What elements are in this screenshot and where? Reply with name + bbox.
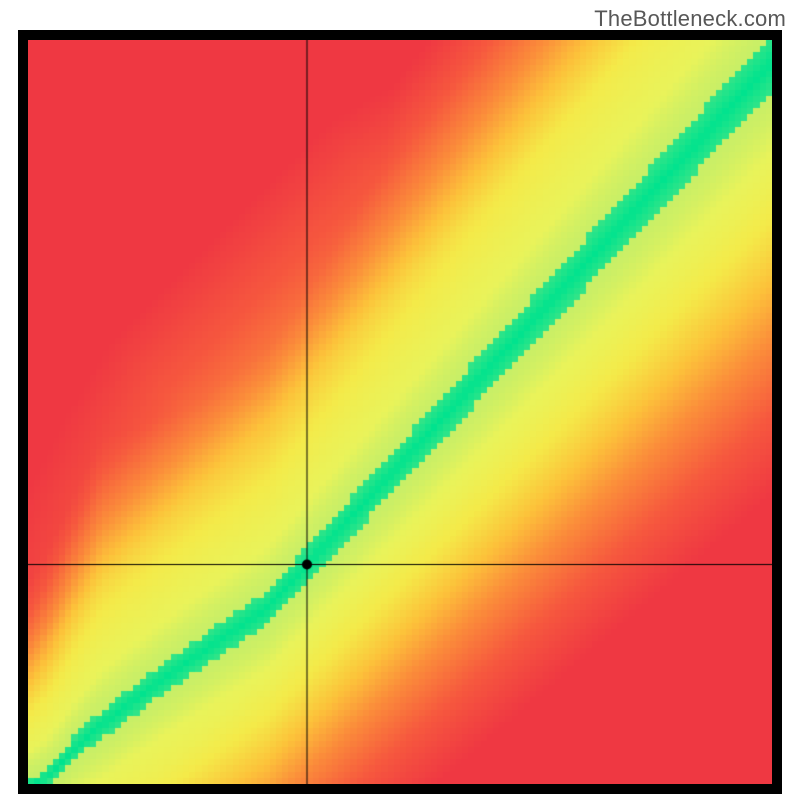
chart-container: TheBottleneck.com: [0, 0, 800, 800]
plot-frame: [18, 30, 782, 794]
heatmap-canvas: [28, 40, 772, 784]
watermark-text: TheBottleneck.com: [594, 6, 786, 32]
